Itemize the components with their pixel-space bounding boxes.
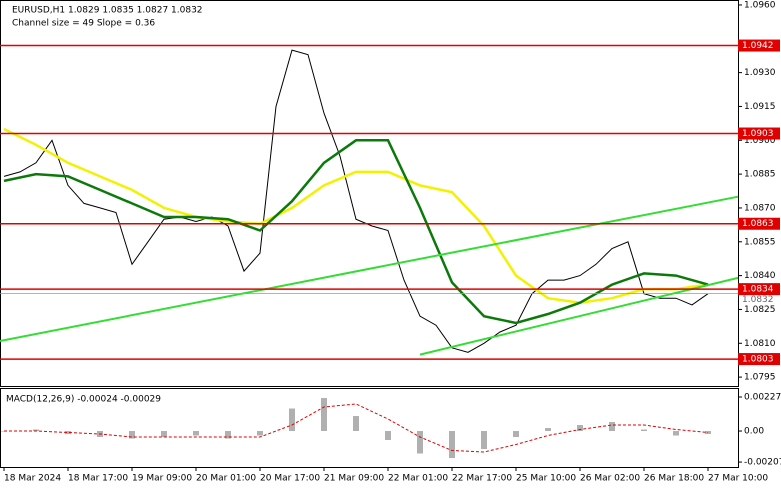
macd-bar bbox=[545, 428, 551, 432]
level-label: 1.0834 bbox=[742, 285, 774, 295]
series-line bbox=[419, 276, 739, 356]
series-line bbox=[3, 49, 709, 353]
x-tick-label: 22 Mar 17:00 bbox=[452, 474, 512, 484]
x-tick-label: 22 Mar 01:00 bbox=[388, 474, 448, 484]
series-line bbox=[3, 127, 709, 304]
macd-bar bbox=[449, 431, 455, 459]
macd-bar bbox=[257, 431, 263, 436]
macd-bar bbox=[481, 431, 487, 450]
x-tick-label: 26 Mar 02:00 bbox=[580, 474, 640, 484]
level-box bbox=[738, 217, 780, 230]
chart-subtitle: Channel size = 49 Slope = 0.36 bbox=[12, 19, 155, 29]
y-tick-label: 1.0825 bbox=[744, 305, 776, 315]
x-tick-label: 18 Mar 17:00 bbox=[68, 474, 128, 484]
y-tick-label: 1.0840 bbox=[744, 271, 776, 281]
macd-signal bbox=[4, 403, 709, 453]
y-tick-label: 0.00 bbox=[744, 427, 764, 437]
macd-bar bbox=[609, 422, 615, 432]
x-tick-label: 20 Mar 17:00 bbox=[260, 474, 320, 484]
x-tick-label: 20 Mar 01:00 bbox=[196, 474, 256, 484]
y-tick-label: 1.0810 bbox=[744, 339, 776, 349]
macd-bar bbox=[385, 431, 391, 441]
x-tick-label: 27 Mar 10:00 bbox=[708, 474, 768, 484]
y-tick-label: 1.0885 bbox=[744, 170, 776, 180]
macd-bar bbox=[417, 431, 423, 454]
series-line bbox=[0, 195, 739, 342]
y-tick-label: 1.0930 bbox=[744, 68, 776, 78]
level-box bbox=[738, 127, 780, 140]
level-box bbox=[738, 353, 780, 366]
macd-panel bbox=[0, 388, 739, 468]
y-tick-label: 0.00227 bbox=[744, 392, 781, 402]
macd-bar bbox=[129, 431, 135, 439]
y-tick-label: 1.0855 bbox=[744, 237, 776, 247]
y-tick-label: 1.0870 bbox=[744, 203, 776, 213]
x-tick-label: 26 Mar 18:00 bbox=[644, 474, 704, 484]
y-tick-label: -0.00207 bbox=[744, 458, 781, 468]
y-tick-label: 1.0900 bbox=[744, 136, 776, 146]
macd-bar bbox=[161, 431, 167, 438]
current-price-label: 1.0832 bbox=[742, 295, 774, 305]
level-box bbox=[738, 283, 780, 296]
x-tick-label: 25 Mar 10:00 bbox=[516, 474, 576, 484]
x-tick-label: 19 Mar 09:00 bbox=[132, 474, 192, 484]
macd-bar bbox=[321, 398, 327, 432]
x-tick-label: 21 Mar 09:00 bbox=[324, 474, 384, 484]
macd-bar bbox=[33, 429, 39, 432]
macd-bar bbox=[225, 431, 231, 439]
macd-bar bbox=[65, 431, 71, 435]
macd-bar bbox=[641, 429, 647, 432]
macd-bar bbox=[577, 425, 583, 432]
level-label: 1.0863 bbox=[742, 219, 774, 229]
series-line bbox=[3, 139, 709, 325]
macd-title: MACD(12,26,9) -0.00024 -0.00029 bbox=[6, 395, 161, 405]
level-box bbox=[738, 39, 780, 52]
y-tick-label: 1.0915 bbox=[744, 102, 776, 112]
chart-title: EURUSD,H1 1.0829 1.0835 1.0827 1.0832 bbox=[12, 6, 203, 16]
level-label: 1.0903 bbox=[742, 129, 774, 139]
main-panel bbox=[0, 0, 739, 387]
macd-bar bbox=[673, 431, 679, 436]
y-tick-label: 1.0960 bbox=[744, 0, 776, 10]
x-tick-label: 18 Mar 2024 bbox=[4, 474, 61, 484]
level-label: 1.0803 bbox=[742, 355, 774, 365]
macd-bar bbox=[513, 431, 519, 438]
macd-bar bbox=[353, 416, 359, 432]
level-label: 1.0942 bbox=[742, 41, 774, 51]
macd-bar bbox=[193, 431, 199, 436]
macd-bar bbox=[289, 408, 295, 432]
y-tick-label: 1.0795 bbox=[744, 373, 776, 383]
macd-bar bbox=[705, 431, 711, 435]
